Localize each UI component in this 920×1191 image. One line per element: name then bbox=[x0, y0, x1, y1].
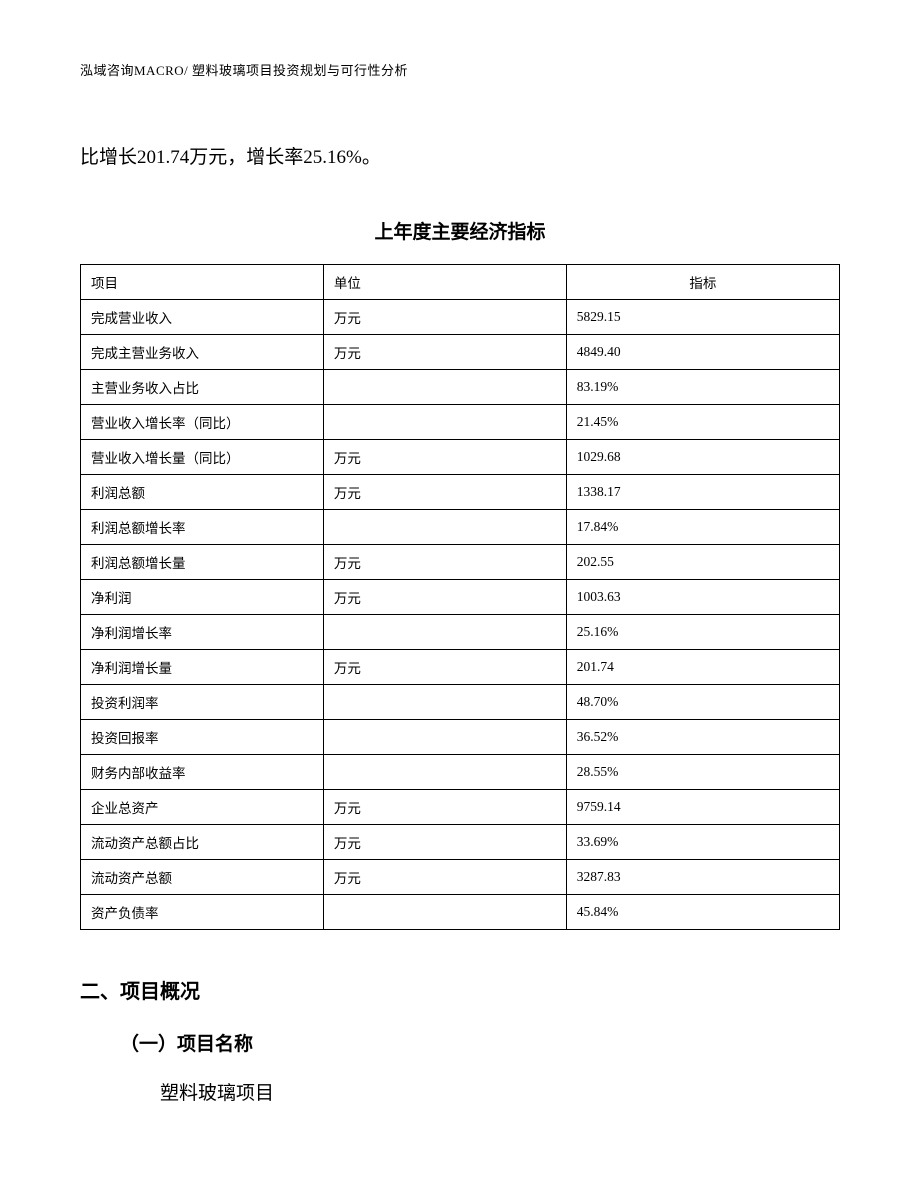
table-row: 营业收入增长量（同比）万元1029.68 bbox=[81, 440, 840, 475]
table-cell-unit bbox=[323, 685, 566, 720]
table-cell-unit bbox=[323, 755, 566, 790]
table-header-row: 项目 单位 指标 bbox=[81, 265, 840, 300]
table-cell-unit: 万元 bbox=[323, 300, 566, 335]
table-cell-indicator: 1003.63 bbox=[566, 580, 839, 615]
table-cell-indicator: 21.45% bbox=[566, 405, 839, 440]
table-cell-project: 流动资产总额占比 bbox=[81, 825, 324, 860]
table-cell-unit: 万元 bbox=[323, 790, 566, 825]
table-cell-unit: 万元 bbox=[323, 475, 566, 510]
table-cell-project: 净利润增长率 bbox=[81, 615, 324, 650]
project-name-content: 塑料玻璃项目 bbox=[160, 1078, 840, 1105]
table-header-project: 项目 bbox=[81, 265, 324, 300]
table-cell-project: 流动资产总额 bbox=[81, 860, 324, 895]
table-cell-unit: 万元 bbox=[323, 580, 566, 615]
table-row: 利润总额增长量万元202.55 bbox=[81, 545, 840, 580]
table-cell-indicator: 25.16% bbox=[566, 615, 839, 650]
table-cell-unit bbox=[323, 895, 566, 930]
table-cell-unit bbox=[323, 510, 566, 545]
table-cell-unit: 万元 bbox=[323, 440, 566, 475]
table-row: 流动资产总额万元3287.83 bbox=[81, 860, 840, 895]
table-row: 流动资产总额占比万元33.69% bbox=[81, 825, 840, 860]
table-cell-project: 主营业务收入占比 bbox=[81, 370, 324, 405]
table-cell-indicator: 1338.17 bbox=[566, 475, 839, 510]
table-cell-unit bbox=[323, 720, 566, 755]
table-cell-indicator: 17.84% bbox=[566, 510, 839, 545]
table-cell-project: 财务内部收益率 bbox=[81, 755, 324, 790]
table-row: 营业收入增长率（同比） 21.45% bbox=[81, 405, 840, 440]
table-cell-project: 净利润 bbox=[81, 580, 324, 615]
table-cell-indicator: 36.52% bbox=[566, 720, 839, 755]
table-cell-unit bbox=[323, 615, 566, 650]
table-cell-indicator: 9759.14 bbox=[566, 790, 839, 825]
table-cell-unit: 万元 bbox=[323, 860, 566, 895]
table-row: 完成主营业务收入万元4849.40 bbox=[81, 335, 840, 370]
table-row: 利润总额增长率 17.84% bbox=[81, 510, 840, 545]
table-row: 资产负债率 45.84% bbox=[81, 895, 840, 930]
table-cell-project: 利润总额 bbox=[81, 475, 324, 510]
subsection-heading: （一）项目名称 bbox=[120, 1029, 840, 1056]
table-cell-indicator: 201.74 bbox=[566, 650, 839, 685]
table-cell-indicator: 4849.40 bbox=[566, 335, 839, 370]
table-cell-project: 净利润增长量 bbox=[81, 650, 324, 685]
table-cell-indicator: 45.84% bbox=[566, 895, 839, 930]
table-cell-indicator: 1029.68 bbox=[566, 440, 839, 475]
table-cell-project: 完成营业收入 bbox=[81, 300, 324, 335]
body-paragraph: 比增长201.74万元，增长率25.16%。 bbox=[80, 139, 840, 177]
economic-indicators-table: 项目 单位 指标 完成营业收入万元5829.15完成主营业务收入万元4849.4… bbox=[80, 264, 840, 930]
table-row: 财务内部收益率 28.55% bbox=[81, 755, 840, 790]
table-title: 上年度主要经济指标 bbox=[80, 217, 840, 244]
table-row: 利润总额万元1338.17 bbox=[81, 475, 840, 510]
table-cell-unit bbox=[323, 370, 566, 405]
table-cell-indicator: 83.19% bbox=[566, 370, 839, 405]
table-cell-unit: 万元 bbox=[323, 545, 566, 580]
table-row: 主营业务收入占比 83.19% bbox=[81, 370, 840, 405]
table-cell-project: 利润总额增长率 bbox=[81, 510, 324, 545]
table-cell-project: 资产负债率 bbox=[81, 895, 324, 930]
table-cell-indicator: 48.70% bbox=[566, 685, 839, 720]
table-cell-indicator: 3287.83 bbox=[566, 860, 839, 895]
table-row: 投资回报率 36.52% bbox=[81, 720, 840, 755]
page-header: 泓域咨询MACRO/ 塑料玻璃项目投资规划与可行性分析 bbox=[80, 60, 840, 79]
table-cell-project: 完成主营业务收入 bbox=[81, 335, 324, 370]
table-cell-unit: 万元 bbox=[323, 825, 566, 860]
table-cell-project: 利润总额增长量 bbox=[81, 545, 324, 580]
table-row: 净利润增长量万元201.74 bbox=[81, 650, 840, 685]
table-row: 净利润万元1003.63 bbox=[81, 580, 840, 615]
table-cell-indicator: 202.55 bbox=[566, 545, 839, 580]
table-row: 完成营业收入万元5829.15 bbox=[81, 300, 840, 335]
table-cell-indicator: 33.69% bbox=[566, 825, 839, 860]
section-heading: 二、项目概况 bbox=[80, 975, 840, 1004]
table-cell-project: 企业总资产 bbox=[81, 790, 324, 825]
table-cell-indicator: 28.55% bbox=[566, 755, 839, 790]
table-cell-project: 投资利润率 bbox=[81, 685, 324, 720]
table-cell-unit: 万元 bbox=[323, 335, 566, 370]
table-cell-indicator: 5829.15 bbox=[566, 300, 839, 335]
table-header-unit: 单位 bbox=[323, 265, 566, 300]
table-row: 净利润增长率 25.16% bbox=[81, 615, 840, 650]
table-cell-project: 营业收入增长率（同比） bbox=[81, 405, 324, 440]
table-cell-unit: 万元 bbox=[323, 650, 566, 685]
table-cell-project: 营业收入增长量（同比） bbox=[81, 440, 324, 475]
table-row: 投资利润率 48.70% bbox=[81, 685, 840, 720]
table-cell-project: 投资回报率 bbox=[81, 720, 324, 755]
table-row: 企业总资产万元9759.14 bbox=[81, 790, 840, 825]
table-header-indicator: 指标 bbox=[566, 265, 839, 300]
table-cell-unit bbox=[323, 405, 566, 440]
